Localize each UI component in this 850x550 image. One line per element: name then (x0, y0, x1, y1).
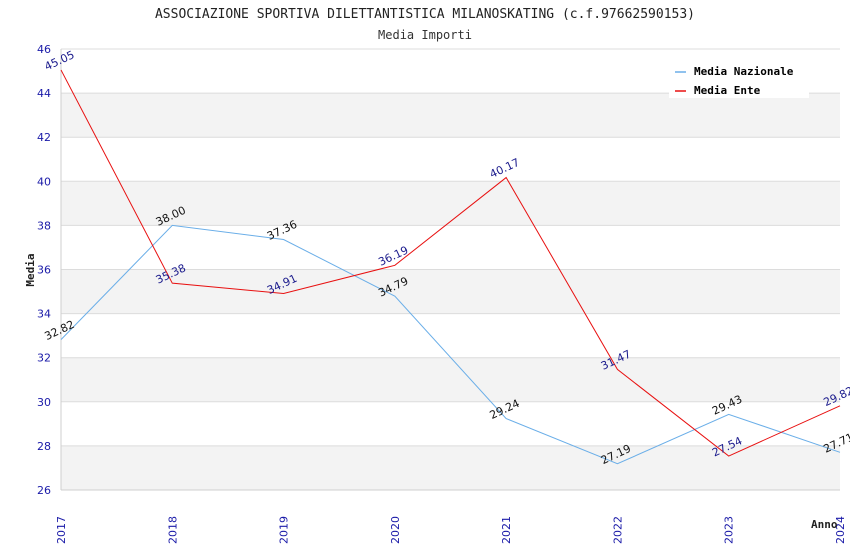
legend-label-media-nazionale: Media Nazionale (694, 65, 794, 78)
plot-band (61, 93, 840, 138)
y-tick-label: 26 (37, 484, 51, 497)
plot-background-bands (61, 49, 840, 490)
x-tick-label: 2019 (278, 516, 291, 544)
y-tick-label: 32 (37, 352, 51, 365)
x-tick-label: 2017 (55, 516, 68, 544)
plot-band (61, 137, 840, 182)
plot-band (61, 181, 840, 226)
chart-subtitle: Media Importi (378, 28, 472, 42)
plot-band (61, 313, 840, 358)
legend: Media Nazionale Media Ente (669, 60, 809, 98)
x-tick-label: 2024 (834, 516, 847, 544)
x-axis-ticks: 2017 2018 2019 2020 2021 2022 2023 2024 (55, 516, 847, 544)
y-tick-label: 34 (37, 308, 51, 321)
plot-band (61, 401, 840, 446)
y-tick-label: 30 (37, 396, 51, 409)
series-line-media-ente (60, 69, 841, 457)
y-tick-label: 28 (37, 440, 51, 453)
x-tick-label: 2021 (500, 516, 513, 544)
y-axis-ticks: 26 28 30 32 34 36 38 40 42 44 46 (37, 43, 51, 497)
legend-box (669, 60, 809, 98)
y-tick-label: 38 (37, 219, 51, 232)
legend-label-media-ente: Media Ente (694, 84, 761, 97)
y-axis-label: Media (24, 253, 37, 286)
y-tick-label: 40 (37, 175, 51, 188)
y-tick-label: 44 (37, 87, 51, 100)
chart-title: ASSOCIAZIONE SPORTIVA DILETTANTISTICA MI… (155, 7, 695, 22)
plot-band (61, 445, 840, 490)
x-tick-label: 2018 (166, 516, 179, 544)
x-axis-label: Anno (811, 518, 838, 531)
y-tick-label: 36 (37, 264, 51, 277)
x-tick-label: 2023 (723, 516, 736, 544)
plot-band (61, 225, 840, 270)
plot-band (61, 269, 840, 314)
y-tick-label: 46 (37, 43, 51, 56)
x-tick-label: 2022 (611, 516, 624, 544)
series-lines (60, 69, 841, 465)
y-tick-label: 42 (37, 131, 51, 144)
series-line-media-nazionale (60, 224, 841, 465)
plot-band (61, 357, 840, 402)
x-tick-label: 2020 (389, 516, 402, 544)
